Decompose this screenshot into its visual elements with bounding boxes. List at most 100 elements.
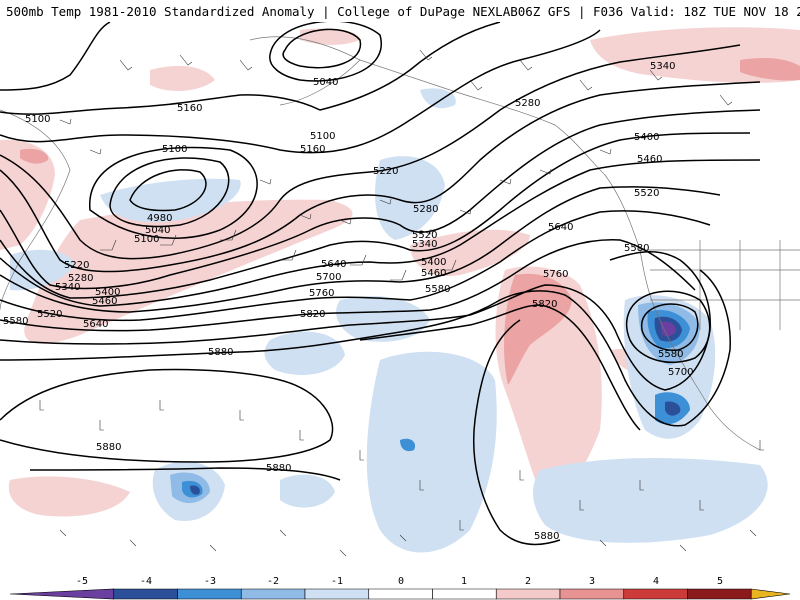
wind-barb xyxy=(59,118,612,235)
height-contour xyxy=(0,29,601,154)
contour-label: 5280 xyxy=(515,98,540,109)
contour-label: 5400 xyxy=(634,132,659,143)
height-contour xyxy=(282,28,362,69)
colorbar-swatch xyxy=(9,588,115,600)
contour-label: 5100 xyxy=(162,144,187,155)
anomaly-map: 5040 5100 5160 5100 5100 5160 4980 5040 … xyxy=(0,22,800,557)
colorbar: -5 -4 -3 -2 -1 0 1 2 3 4 5 xyxy=(0,576,800,600)
anomaly-shading xyxy=(0,27,800,553)
contour-label: 5220 xyxy=(373,166,398,177)
warm-anomaly-area xyxy=(150,65,215,92)
warm-anomaly-area xyxy=(300,28,360,45)
cool-anomaly-area xyxy=(10,249,75,291)
north-america-coastline xyxy=(359,59,761,451)
height-contour xyxy=(269,22,383,82)
contour-label: 5580 xyxy=(624,243,649,254)
contour-label: 5520 xyxy=(634,188,659,199)
contour-label: 5160 xyxy=(300,144,325,155)
warm-anomaly-area xyxy=(740,57,800,81)
alaska-coastline xyxy=(249,36,361,106)
colorbar-label: -4 xyxy=(139,576,153,587)
height-contour xyxy=(0,159,761,307)
wind-barb xyxy=(100,229,457,281)
contour-label: 5520 xyxy=(412,230,437,241)
height-contour xyxy=(109,157,230,228)
height-contour xyxy=(0,81,761,273)
contour-label: 5280 xyxy=(68,273,93,284)
contour-label: 5220 xyxy=(64,260,89,271)
colorbar-label: -1 xyxy=(330,576,344,587)
height-contour xyxy=(640,303,699,351)
colorbar-label: 3 xyxy=(588,576,596,587)
contour-label: 5580 xyxy=(3,316,28,327)
contour-label: 5820 xyxy=(532,299,557,310)
colorbar-label: 5 xyxy=(716,576,724,587)
contour-label: 5880 xyxy=(96,442,121,453)
height-contour xyxy=(0,210,711,322)
colorbar-swatch xyxy=(623,588,688,600)
colorbar-strip xyxy=(9,588,791,600)
colorbar-swatch xyxy=(750,588,791,600)
contour-label: 5460 xyxy=(92,296,117,307)
cool-anomaly-area xyxy=(366,351,497,553)
contour-label: 5580 xyxy=(658,349,683,360)
cool-anomaly-area xyxy=(533,458,768,543)
contour-label: 4980 xyxy=(147,213,172,224)
height-contour xyxy=(0,109,761,290)
contour-label: 5280 xyxy=(413,204,438,215)
height-contour xyxy=(472,319,561,546)
contour-label: 5160 xyxy=(177,103,202,114)
contour-label: 5640 xyxy=(83,319,108,330)
warm-anomaly-area xyxy=(0,139,55,250)
contour-label: 5580 xyxy=(425,284,450,295)
wind-barbs xyxy=(39,49,764,557)
coastlines-borders xyxy=(0,36,800,451)
contour-labels: 5040 5100 5160 5100 5100 5160 4980 5040 … xyxy=(3,61,693,542)
contour-label: 5820 xyxy=(300,309,325,320)
contour-label: 5400 xyxy=(95,287,120,298)
contour-label: 5700 xyxy=(668,367,693,378)
height-contours xyxy=(0,22,761,546)
contour-label: 5340 xyxy=(650,61,675,72)
height-contour xyxy=(0,22,501,115)
contour-label: 5640 xyxy=(548,222,573,233)
colorbar-label: 4 xyxy=(652,576,660,587)
wind-barb xyxy=(59,529,757,557)
warm-anomaly-area xyxy=(504,273,572,385)
warm-anomaly-area xyxy=(20,148,49,164)
contour-label: 5760 xyxy=(543,269,568,280)
contour-label: 5100 xyxy=(310,131,335,142)
contour-label: 5460 xyxy=(421,268,446,279)
height-contour xyxy=(0,239,696,332)
height-contour xyxy=(129,169,207,212)
height-contour xyxy=(0,186,721,313)
colorbar-label: 1 xyxy=(460,576,468,587)
wind-barb xyxy=(119,49,733,106)
contour-label: 5100 xyxy=(134,234,159,245)
colorbar-labels: -5 -4 -3 -2 -1 0 1 2 3 4 5 xyxy=(0,576,800,588)
cool-anomaly-area xyxy=(660,321,676,337)
colorbar-swatch xyxy=(177,588,242,600)
height-contour xyxy=(29,467,341,481)
contour-label: 5040 xyxy=(313,77,338,88)
colorbar-label: -5 xyxy=(75,576,89,587)
colorbar-swatch xyxy=(304,588,370,600)
contour-label: 5760 xyxy=(309,288,334,299)
colorbar-swatch xyxy=(432,588,497,600)
contour-label: 5100 xyxy=(25,114,50,125)
colorbar-swatch xyxy=(368,588,433,600)
map-panel: 5040 5100 5160 5100 5100 5160 4980 5040 … xyxy=(0,22,800,576)
height-contour xyxy=(0,132,751,299)
map-header: 500mb Temp 1981-2010 Standardized Anomal… xyxy=(0,0,800,22)
colorbar-swatch xyxy=(495,588,561,600)
height-contour xyxy=(0,44,741,260)
height-contour xyxy=(89,146,258,239)
colorbar-label: 0 xyxy=(397,576,405,587)
contour-label: 5880 xyxy=(208,347,233,358)
height-contour xyxy=(0,269,731,427)
height-contour xyxy=(0,22,111,91)
colorbar-swatch xyxy=(240,588,306,600)
contour-label: 5340 xyxy=(55,282,80,293)
height-contour xyxy=(625,290,711,363)
